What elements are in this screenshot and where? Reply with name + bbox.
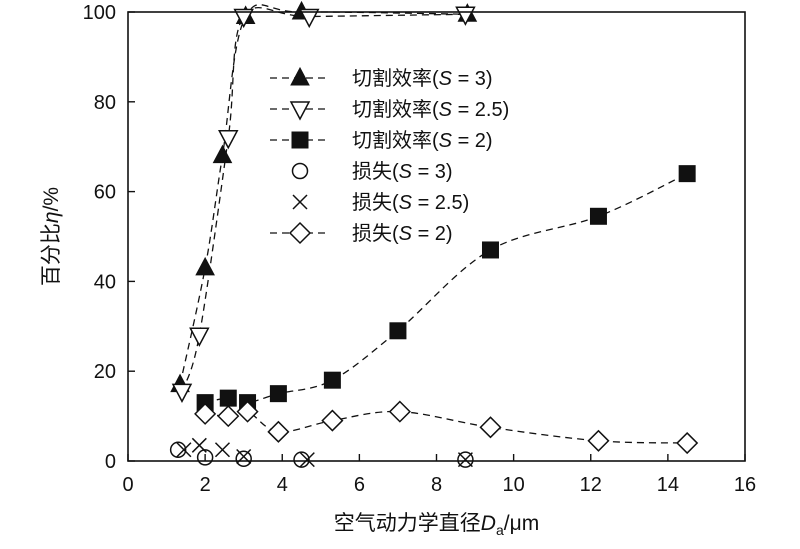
legend-marker [289,101,311,121]
x-stroke [299,452,315,468]
x-tick-label: 6 [354,474,365,496]
legend-label: 切割效率(S = 2) [352,129,493,152]
series-4-point [169,441,187,459]
x-stroke [457,452,473,468]
series-4-point [293,451,310,468]
series-3-point [678,165,696,183]
y-axis-title: 百分比η/% [40,187,63,286]
series-5-point [457,452,473,468]
series-1-point [212,144,233,164]
x-tick-label: 14 [657,474,679,496]
series-2-point [233,8,254,29]
series-3-point [269,385,287,403]
series-4-point [235,450,252,468]
legend: 切割效率(S = 3) 切割效率(S = 2.5) 切割效率(S = 2) 损失(S … [270,66,509,245]
x-tick-label: 12 [580,474,602,496]
axes: 0 2 4 6 8 10 12 14 16 0 20 40 60 80 100 [83,2,757,496]
x-tick-label: 4 [277,474,288,496]
series-3-point [389,322,407,340]
legend-label: 损失(S = 3) [352,160,453,183]
legend-label: 损失(S = 2) [352,222,453,245]
x-tick-label: 0 [122,474,133,496]
x-tick-label: 2 [200,474,211,496]
legend-marker [291,131,309,149]
x-tick-label: 16 [734,474,756,496]
y-tick-label: 0 [105,451,116,473]
y-tick-label: 40 [94,271,116,293]
series-1-point [195,256,215,276]
series-6-point [321,409,344,432]
series-6-point [479,416,502,439]
y-tick-label: 20 [94,361,116,383]
series-3-point [589,207,607,225]
x-tick-label: 8 [431,474,442,496]
series-5-point [191,437,207,453]
y-tick-label: 60 [94,182,116,204]
y-tick-label: 100 [83,2,116,24]
series-3-point [219,389,237,407]
series-3-point [481,241,499,259]
series-2-point [189,327,210,347]
x-stroke [214,442,231,458]
y-tick-label: 80 [94,92,116,114]
legend-marker [292,194,308,210]
series-6-point [236,400,259,423]
legend-label: 损失(S = 2.5) [352,191,469,214]
x-axis-title: 空气动力学直径Da/μm [334,512,539,538]
legend-label: 切割效率(S = 3) [352,67,493,90]
x-tick-label: 10 [503,474,525,496]
series-6-point [676,431,699,455]
series-6-point [194,402,217,425]
series-6-line [205,410,688,444]
series-6-point [388,400,411,423]
legend-marker [288,221,312,245]
series-3-point [323,371,341,389]
series-2-point [298,8,320,29]
series-2-point [171,383,193,404]
series-5-point [176,442,192,458]
legend-marker [290,66,310,86]
series-6-point [217,405,240,428]
series-6-point [267,420,290,443]
x-stroke [292,194,308,210]
x-stroke [191,437,207,453]
legend-marker [291,162,309,180]
series-2-point [218,129,239,150]
series-6-point [587,429,610,452]
series-5-point [214,442,231,458]
series-5-point [299,452,315,468]
legend-label: 切割效率(S = 2.5) [352,98,509,121]
x-stroke [176,442,192,458]
